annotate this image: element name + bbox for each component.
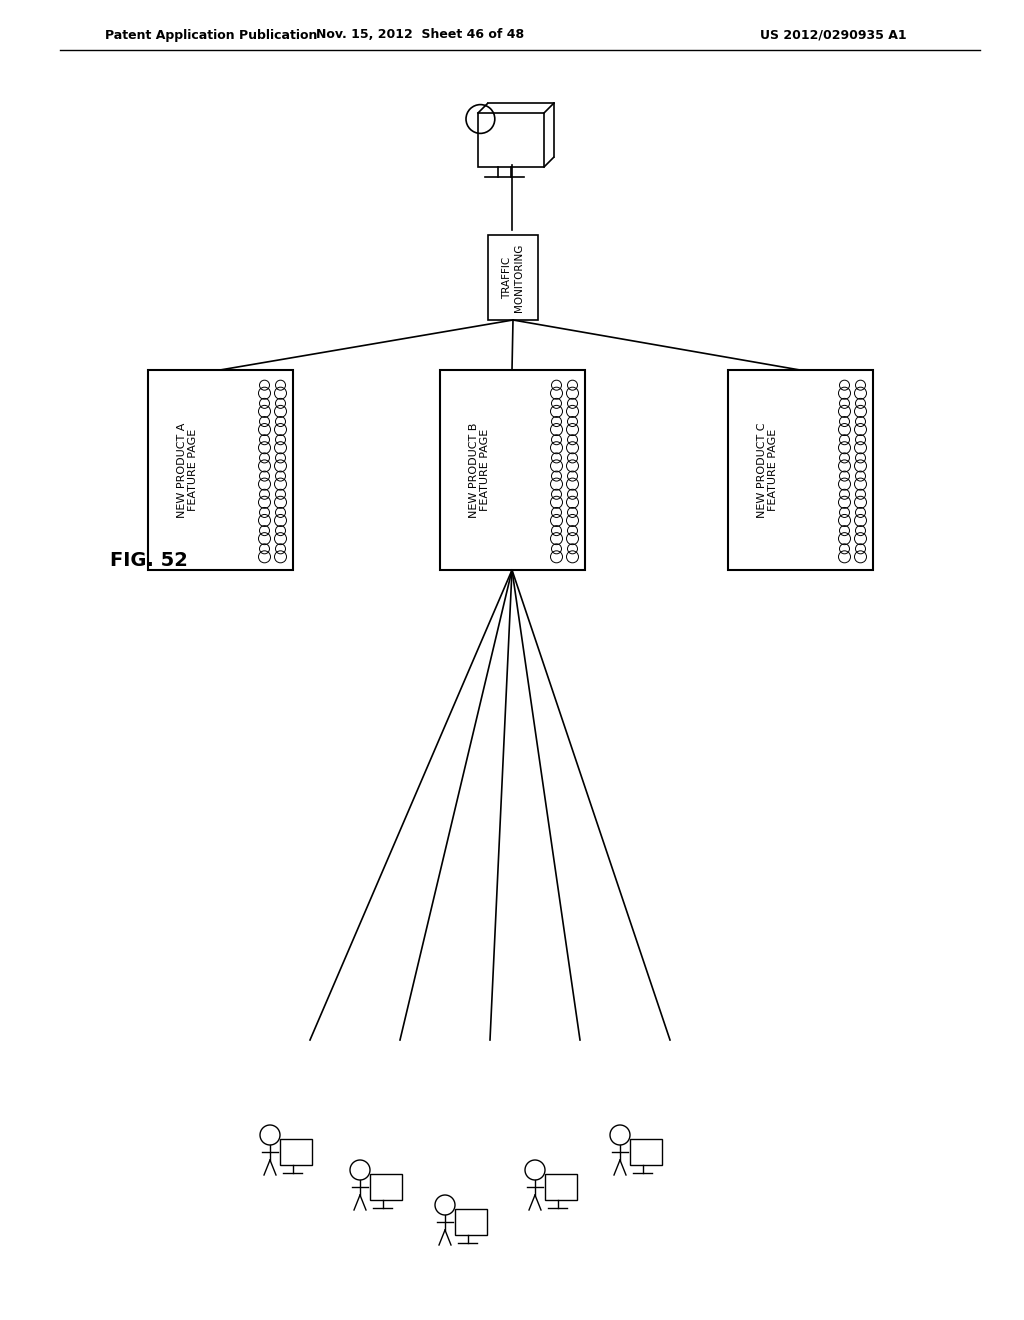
Bar [280,1139,312,1166]
Bar [478,114,544,168]
Text: Patent Application Publication: Patent Application Publication [105,29,317,41]
Bar [545,1173,577,1200]
Text: TRAFFIC
MONITORING: TRAFFIC MONITORING [502,243,524,312]
Text: NEW PRODUCT A
FEATURE PAGE: NEW PRODUCT A FEATURE PAGE [177,422,199,517]
Bar [727,370,872,570]
Bar [439,370,585,570]
Bar [147,370,293,570]
Bar [488,235,538,319]
Text: FIG. 52: FIG. 52 [110,550,187,569]
Text: NEW PRODUCT C
FEATURE PAGE: NEW PRODUCT C FEATURE PAGE [757,422,778,517]
Text: NEW PRODUCT B
FEATURE PAGE: NEW PRODUCT B FEATURE PAGE [469,422,490,517]
Bar [370,1173,402,1200]
Bar [455,1209,487,1236]
Text: US 2012/0290935 A1: US 2012/0290935 A1 [760,29,906,41]
Bar [630,1139,662,1166]
Text: Nov. 15, 2012  Sheet 46 of 48: Nov. 15, 2012 Sheet 46 of 48 [316,29,524,41]
